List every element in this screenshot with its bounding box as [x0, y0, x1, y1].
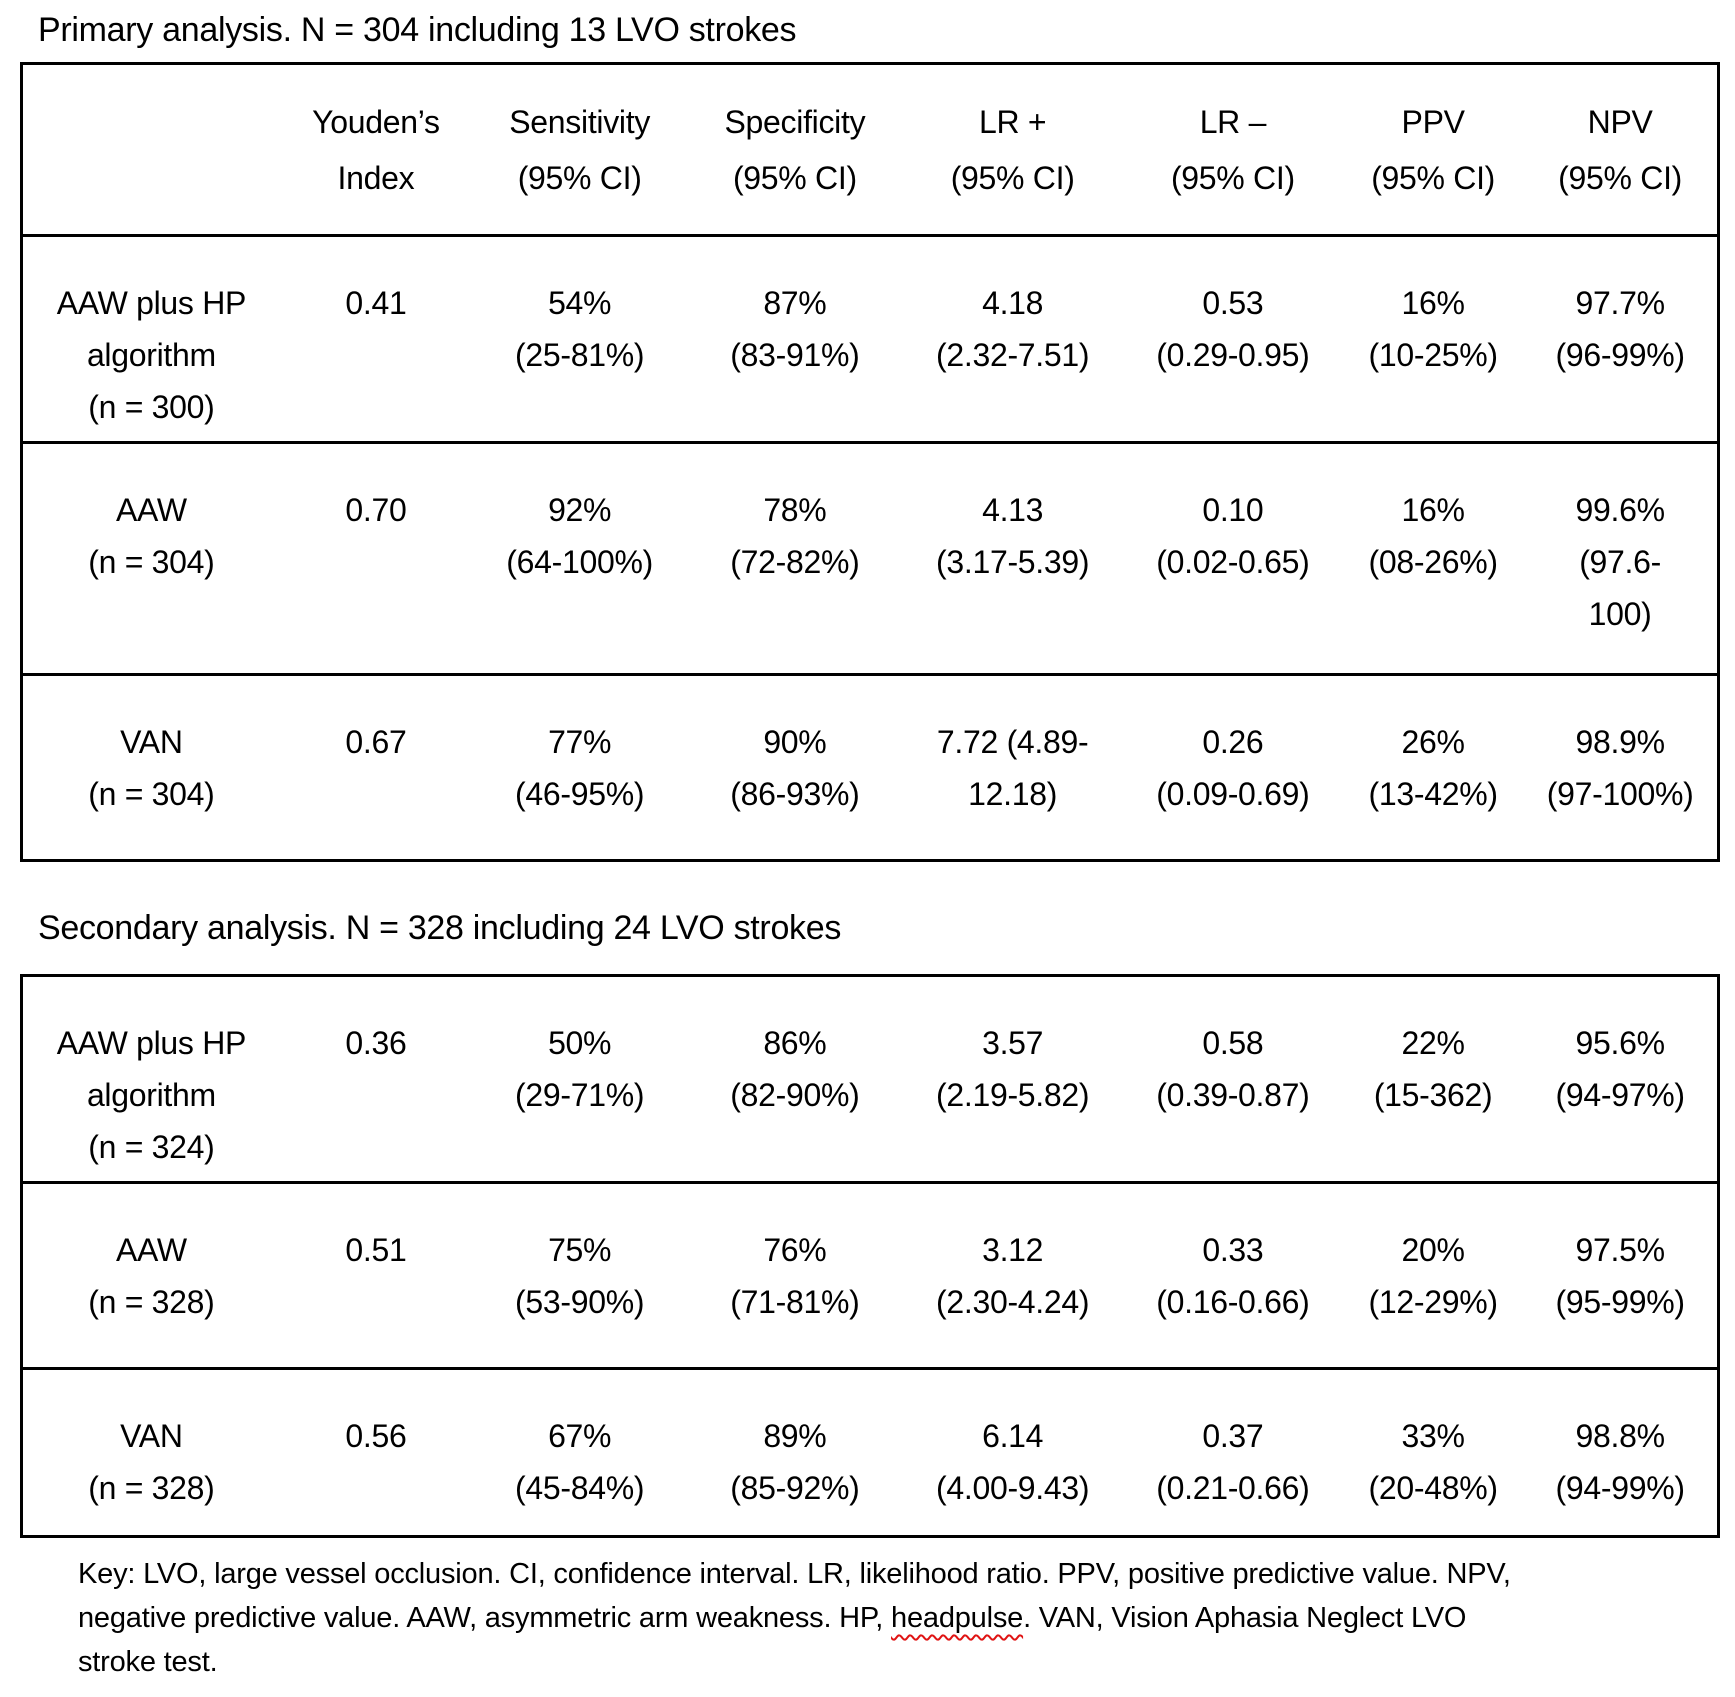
footnote-line-3: stroke test.: [78, 1646, 218, 1678]
row-label: AAW (n = 304): [21, 441, 280, 675]
cell-sensitivity: 75% (53-90%): [472, 1181, 688, 1369]
cell-youden: 0.36: [345, 1025, 407, 1061]
cell-specificity: 90% (86-93%): [687, 673, 903, 861]
footnote-line-2: negative predictive value. AAW, asymmetr…: [78, 1596, 1735, 1640]
cell-lr-minus: 0.26 (0.09-0.69): [1122, 673, 1344, 861]
header-cell-specificity: Specificity (95% CI): [724, 103, 866, 196]
primary-analysis-title: Primary analysis. N = 304 including 13 L…: [38, 11, 797, 49]
table-row-aaw-plus-hp: AAW plus HP algorithm (n = 300) 0.41 54%…: [21, 234, 1719, 443]
cell-specificity: 87% (83-91%): [687, 234, 903, 443]
cell-specificity: 86% (82-90%): [730, 1025, 860, 1113]
cell-youden: 0.41: [279, 234, 473, 443]
table-row-aaw: AAW (n = 328) 0.51 75% (53-90%) 76% (71-…: [21, 1181, 1719, 1369]
cell-npv: 95.6% (94-97%): [1555, 1025, 1686, 1113]
cell-youden: 0.51: [279, 1181, 473, 1369]
row-label: VAN (n = 328): [21, 1367, 280, 1537]
footnote-key: Key: LVO, large vessel occlusion. CI, co…: [78, 1552, 1735, 1684]
cell-lr-minus: 0.58 (0.39-0.87): [1156, 1025, 1310, 1113]
cell-lr-plus: 7.72 (4.89- 12.18): [902, 673, 1123, 861]
cell-lr-plus: 6.14 (4.00-9.43): [902, 1367, 1123, 1537]
cell-sensitivity: 54% (25-81%): [472, 234, 688, 443]
cell-sensitivity: 92% (64-100%): [472, 441, 688, 675]
footnote-text: . VAN, Vision Aphasia Neglect LVO: [1023, 1602, 1467, 1634]
footnote-line-1: Key: LVO, large vessel occlusion. CI, co…: [78, 1558, 1511, 1590]
header-cell-sensitivity: Sensitivity (95% CI): [509, 103, 651, 196]
cell-ppv: 16% (08-26%): [1343, 441, 1524, 675]
cell-ppv: 33% (20-48%): [1343, 1367, 1524, 1537]
cell-specificity: 89% (85-92%): [687, 1367, 903, 1537]
cell-ppv: 16% (10-25%): [1343, 234, 1524, 443]
cell-ppv: 26% (13-42%): [1343, 673, 1524, 861]
cell-specificity: 76% (71-81%): [687, 1181, 903, 1369]
header-cell-lr-plus: LR + (95% CI): [950, 103, 1075, 196]
header-cell-lr-minus: LR – (95% CI): [1170, 103, 1295, 196]
header-cell-youdens-index: Youden’s Index: [312, 103, 440, 196]
cell-sensitivity: 67% (45-84%): [472, 1367, 688, 1537]
cell-lr-plus: 3.12 (2.30-4.24): [902, 1181, 1123, 1369]
cell-youden: 0.67: [279, 673, 473, 861]
cell-lr-plus: 4.13 (3.17-5.39): [902, 441, 1123, 675]
row-label: AAW plus HP algorithm (n = 324): [56, 1025, 247, 1165]
primary-analysis-table: Youden’s Index Sensitivity (95% CI) Spec…: [20, 62, 1720, 862]
primary-header-row: Youden’s Index Sensitivity (95% CI) Spec…: [22, 64, 1719, 236]
header-cell-empty: [22, 64, 280, 236]
row-label: AAW (n = 328): [21, 1181, 280, 1369]
table-row-van: VAN (n = 328) 0.56 67% (45-84%) 89% (85-…: [21, 1367, 1719, 1537]
secondary-analysis-table: AAW plus HP algorithm (n = 324) 0.36 50%…: [20, 974, 1720, 1538]
table-row-aaw-plus-hp: AAW plus HP algorithm (n = 324) 0.36 50%…: [22, 976, 1719, 1183]
cell-youden: 0.70: [279, 441, 473, 675]
cell-lr-plus: 3.57 (2.19-5.82): [936, 1025, 1090, 1113]
secondary-analysis-title: Secondary analysis. N = 328 including 24…: [38, 909, 842, 947]
cell-npv: 99.6% (97.6- 100): [1523, 441, 1719, 675]
cell-lr-minus: 0.10 (0.02-0.65): [1122, 441, 1344, 675]
cell-lr-minus: 0.53 (0.29-0.95): [1122, 234, 1344, 443]
misspelled-word: headpulse: [891, 1602, 1024, 1634]
cell-sensitivity: 50% (29-71%): [515, 1025, 645, 1113]
cell-lr-minus: 0.37 (0.21-0.66): [1122, 1367, 1344, 1537]
cell-lr-plus: 4.18 (2.32-7.51): [902, 234, 1123, 443]
cell-npv: 97.7% (96-99%): [1523, 234, 1719, 443]
cell-youden: 0.56: [279, 1367, 473, 1537]
table-row-van: VAN (n = 304) 0.67 77% (46-95%) 90% (86-…: [21, 673, 1719, 861]
cell-npv: 98.9% (97-100%): [1523, 673, 1719, 861]
cell-npv: 98.8% (94-99%): [1523, 1367, 1719, 1537]
header-cell-npv: NPV (95% CI): [1558, 103, 1683, 196]
cell-ppv: 20% (12-29%): [1343, 1181, 1524, 1369]
cell-ppv: 22% (15-362): [1373, 1025, 1493, 1113]
row-label: AAW plus HP algorithm (n = 300): [21, 234, 280, 443]
cell-sensitivity: 77% (46-95%): [472, 673, 688, 861]
cell-lr-minus: 0.33 (0.16-0.66): [1122, 1181, 1344, 1369]
header-cell-ppv: PPV (95% CI): [1371, 103, 1496, 196]
footnote-text: negative predictive value. AAW, asymmetr…: [78, 1602, 892, 1634]
table-row-aaw: AAW (n = 304) 0.70 92% (64-100%) 78% (72…: [21, 441, 1719, 675]
cell-npv: 97.5% (95-99%): [1523, 1181, 1719, 1369]
row-label: VAN (n = 304): [21, 673, 280, 861]
cell-specificity: 78% (72-82%): [687, 441, 903, 675]
